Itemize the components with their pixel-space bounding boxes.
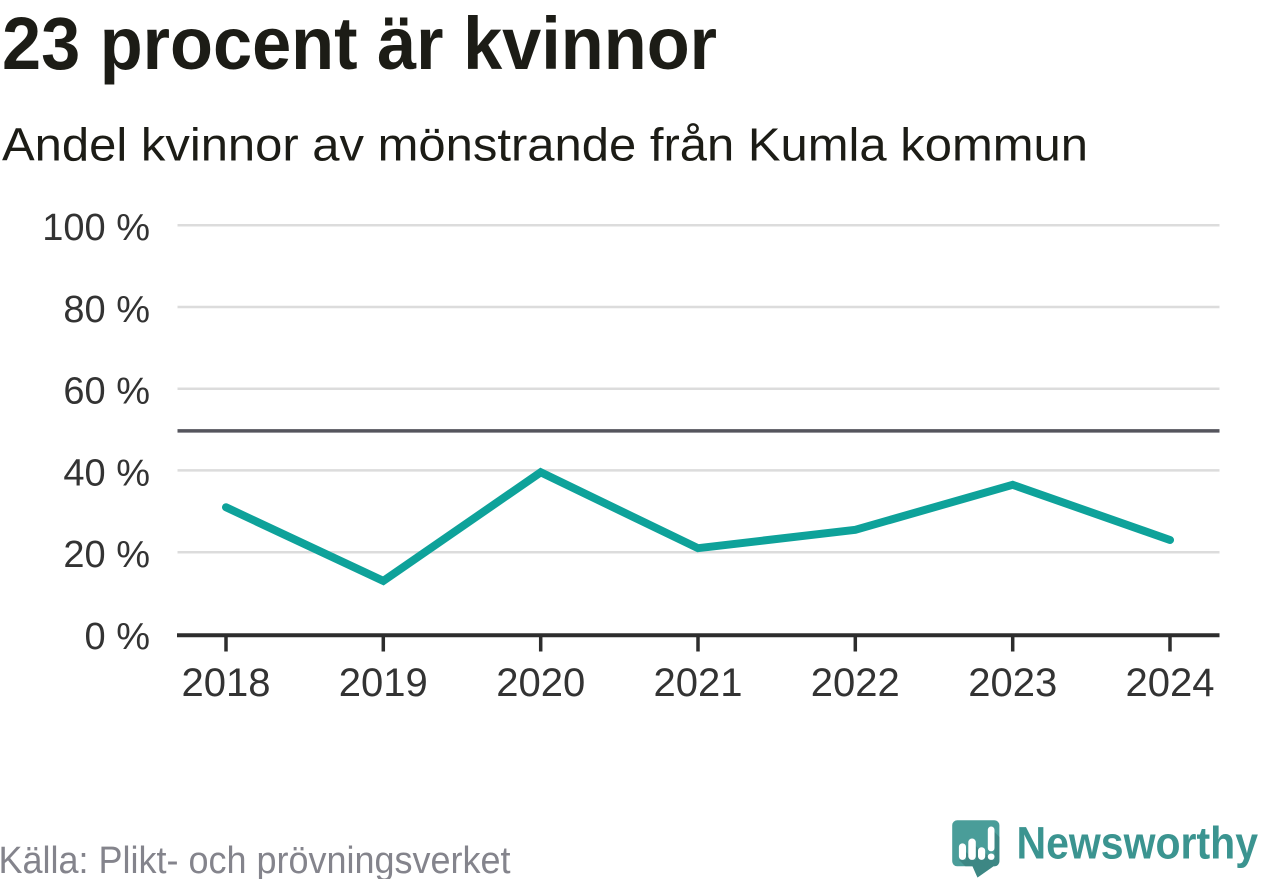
svg-text:Källa: Plikt- och prövningsver: Källa: Plikt- och prövningsverket: [0, 840, 511, 879]
svg-text:100 %: 100 %: [42, 207, 150, 249]
svg-text:0 %: 0 %: [85, 616, 150, 658]
svg-text:2024: 2024: [1126, 661, 1215, 705]
svg-text:80 %: 80 %: [63, 289, 150, 331]
svg-text:2019: 2019: [339, 661, 428, 705]
svg-text:2018: 2018: [182, 661, 271, 705]
svg-text:2022: 2022: [811, 661, 900, 705]
svg-text:60 %: 60 %: [63, 371, 150, 413]
svg-text:Newsworthy: Newsworthy: [1017, 818, 1259, 869]
svg-text:23 procent är kvinnor: 23 procent är kvinnor: [2, 2, 717, 85]
svg-text:2020: 2020: [496, 661, 585, 705]
svg-text:20 %: 20 %: [63, 534, 150, 576]
svg-text:2023: 2023: [968, 661, 1057, 705]
svg-text:2021: 2021: [654, 661, 743, 705]
svg-text:40 %: 40 %: [63, 452, 150, 494]
svg-text:Andel kvinnor av mönstrande fr: Andel kvinnor av mönstrande från Kumla k…: [2, 119, 1088, 171]
